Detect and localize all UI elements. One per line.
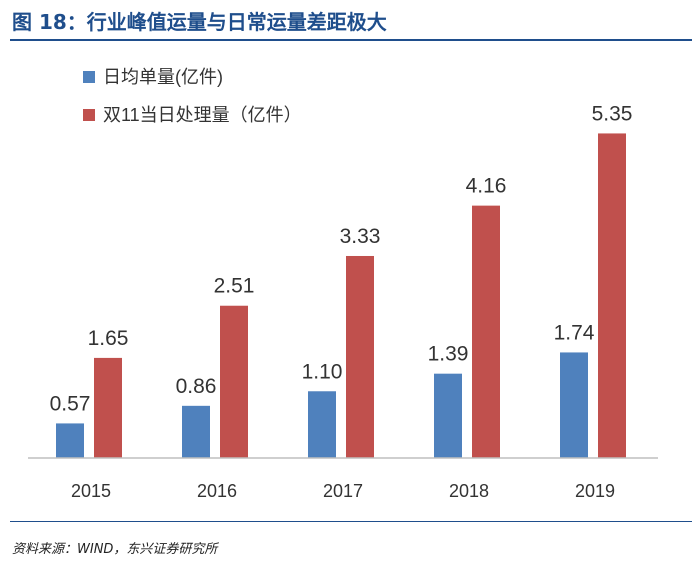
legend-label-2: 双11当日处理量（亿件）	[103, 105, 302, 125]
data-label-1-2019: 1.74	[554, 321, 595, 344]
bar-2-2015	[94, 357, 122, 458]
data-label-1-2016: 0.86	[176, 375, 217, 398]
bar-2-2019	[598, 133, 626, 458]
chart-data-labels: 0.57 1.65 0.86 2.51 1.10 3.33 1.39 4.16 1.74 5.35	[50, 102, 633, 415]
x-tick-label-2017: 2017	[323, 481, 363, 501]
data-label-1-2018: 1.39	[428, 343, 469, 366]
bar-1-2019	[560, 352, 588, 458]
source-divider	[10, 521, 692, 522]
figure-title: 图 18：行业峰值运量与日常运量差距极大	[12, 10, 387, 34]
bar-1-2016	[182, 405, 210, 458]
chart-bars	[56, 133, 626, 458]
legend-swatch-2	[83, 109, 95, 121]
x-tick-label-2019: 2019	[575, 481, 615, 501]
data-label-2-2017: 3.33	[340, 225, 381, 248]
bar-1-2017	[308, 391, 336, 458]
bar-2-2016	[220, 305, 248, 458]
bar-2-2018	[472, 205, 500, 458]
source-note: 资料来源：WIND，东兴证券研究所	[12, 542, 218, 557]
x-tick-label-2015: 2015	[71, 481, 111, 501]
x-tick-label-2016: 2016	[197, 481, 237, 501]
title-divider	[10, 39, 692, 41]
chart-x-axis: 2015 2016 2017 2018 2019	[28, 457, 658, 501]
data-label-2-2019: 5.35	[592, 102, 633, 125]
bar-1-2015	[56, 423, 84, 458]
data-label-2-2018: 4.16	[466, 175, 507, 198]
bar-1-2018	[434, 373, 462, 458]
data-label-1-2017: 1.10	[302, 360, 343, 383]
data-label-2-2015: 1.65	[88, 327, 129, 350]
data-label-2-2016: 2.51	[214, 275, 255, 298]
legend-label-1: 日均单量(亿件)	[103, 67, 223, 87]
legend-swatch-1	[83, 71, 95, 83]
chart-legend: 日均单量(亿件) 双11当日处理量（亿件）	[83, 67, 302, 125]
x-tick-label-2018: 2018	[449, 481, 489, 501]
data-label-1-2015: 0.57	[50, 392, 91, 415]
bar-2-2017	[346, 255, 374, 458]
bar-chart: 日均单量(亿件) 双11当日处理量（亿件） 0.57 1.65 0.86 2.51 1.1…	[28, 67, 658, 501]
